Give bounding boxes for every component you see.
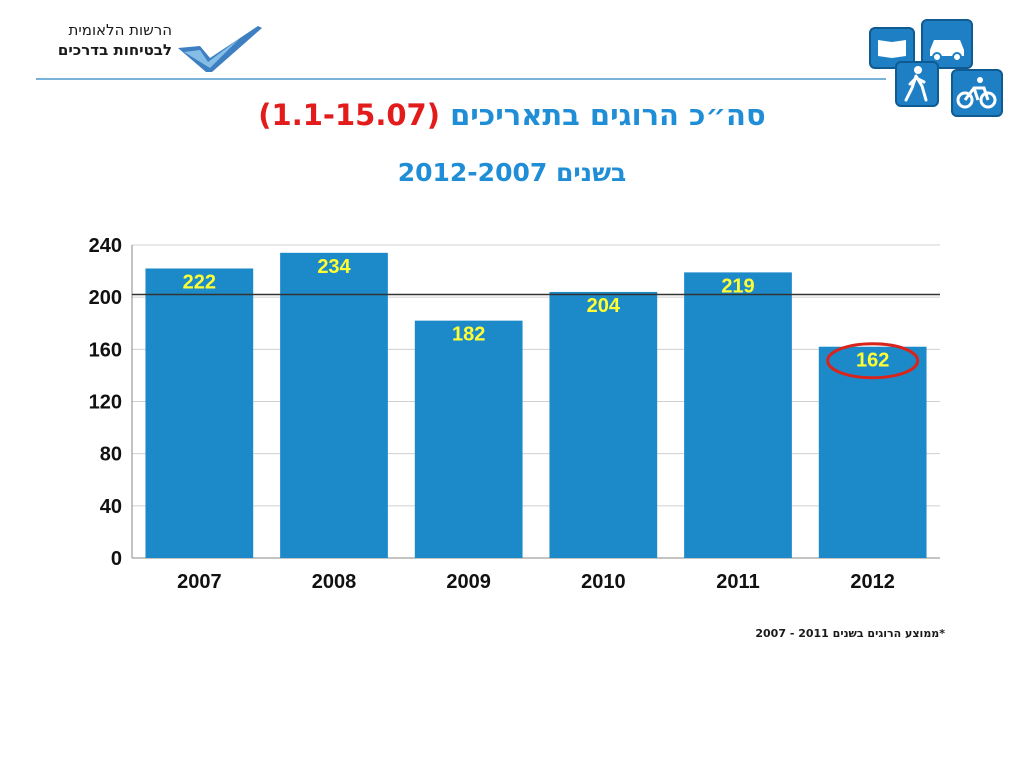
page-title: סה״כ הרוגים בתאריכים (1.1-15.07) xyxy=(0,98,1024,132)
car-icon xyxy=(921,19,973,69)
y-tick-label: 240 xyxy=(89,235,122,257)
footnote: *ממוצע הרוגים בשנים 2011 - 2007 xyxy=(755,627,945,640)
book-icon xyxy=(869,27,915,69)
x-tick-label: 2008 xyxy=(312,571,357,593)
title-main: סה״כ הרוגים בתאריכים xyxy=(450,98,766,132)
y-tick-label: 0 xyxy=(111,548,122,570)
bar-value-label: 219 xyxy=(721,275,754,297)
title-dates: (1.1-15.07) xyxy=(258,98,440,132)
bar-value-label: 182 xyxy=(452,324,485,346)
y-tick-label: 200 xyxy=(89,287,122,309)
header-icons xyxy=(869,19,1003,117)
x-tick-label: 2010 xyxy=(581,571,626,593)
logo-text: הרשות הלאומית לבטיחות בדרכים xyxy=(30,20,172,60)
bar-value-label: 162 xyxy=(856,350,889,372)
logo-checkmark-icon xyxy=(178,26,262,72)
header-divider xyxy=(36,78,886,80)
bar xyxy=(145,268,254,558)
bicycle-icon xyxy=(951,69,1003,117)
y-tick-label: 80 xyxy=(100,444,122,466)
highlight-ellipse xyxy=(826,342,920,380)
x-tick-label: 2011 xyxy=(716,571,759,593)
bar-chart: 0 40 80 120 160 200 240 222 2007 234 2008 182 2009 20… xyxy=(89,235,940,593)
bar xyxy=(414,320,523,558)
page-subtitle: בשנים 2012-2007 xyxy=(397,158,627,187)
bar-value-label: 204 xyxy=(587,295,621,317)
y-tick-label: 160 xyxy=(89,339,122,361)
y-tick-label: 120 xyxy=(89,392,122,414)
pedestrian-icon xyxy=(895,61,939,107)
bar-value-label: 222 xyxy=(183,271,216,293)
logo-line-2: לבטיחות בדרכים xyxy=(57,41,172,59)
x-tick-label: 2012 xyxy=(850,571,895,593)
bar-value-label: 234 xyxy=(317,256,351,278)
bar xyxy=(684,272,792,558)
bar xyxy=(549,291,658,558)
x-tick-label: 2007 xyxy=(177,571,222,593)
bar xyxy=(818,346,927,558)
logo-line-1: הרשות הלאומית xyxy=(68,21,172,39)
bar xyxy=(280,252,388,558)
y-tick-label: 40 xyxy=(100,496,122,518)
x-tick-label: 2009 xyxy=(446,571,491,593)
